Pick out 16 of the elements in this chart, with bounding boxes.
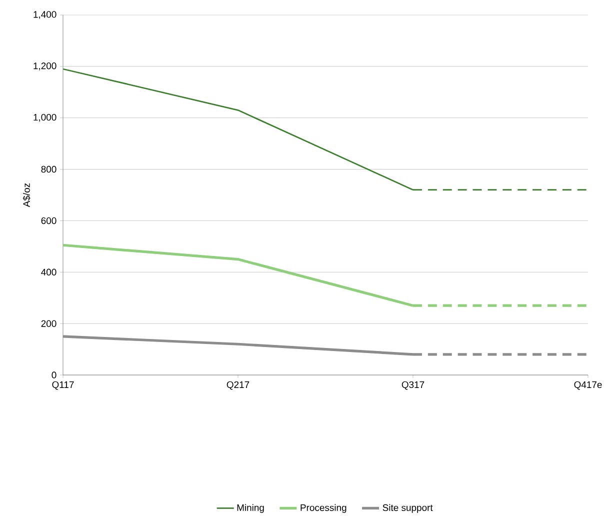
y-tick-label: 800 xyxy=(41,166,56,173)
y-tick-label: 1,000 xyxy=(34,114,56,122)
legend-label: Processing xyxy=(300,504,346,513)
legend-label: Mining xyxy=(237,504,264,513)
x-tick-label: Q317 xyxy=(402,381,424,390)
y-axis-title: A$/oz xyxy=(22,183,30,208)
y-tick-label: 0 xyxy=(52,372,56,378)
y-tick-label: 400 xyxy=(41,268,56,276)
y-tick-label: 600 xyxy=(41,217,56,224)
x-tick-label: Q417e xyxy=(574,381,602,390)
y-tick-label: 1,400 xyxy=(34,11,56,19)
y-tick-label: 200 xyxy=(41,320,56,327)
x-tick-label: Q217 xyxy=(226,381,250,390)
legend-label: Site support xyxy=(382,504,433,513)
y-tick-label: 1,200 xyxy=(34,62,56,70)
x-tick-label: Q117 xyxy=(52,381,74,390)
